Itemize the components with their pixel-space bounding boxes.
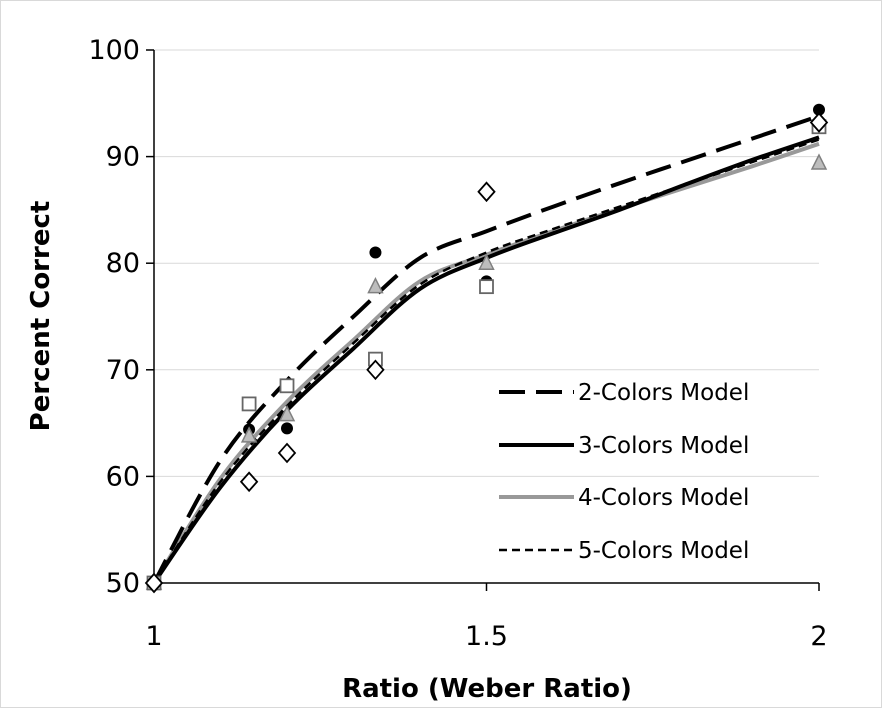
y-tick-label: 90 bbox=[106, 142, 140, 173]
data-point-square-open bbox=[479, 279, 494, 295]
data-point-diamond-open bbox=[366, 359, 385, 381]
data-point-circle-filled bbox=[369, 246, 382, 259]
y-tick-label: 70 bbox=[106, 355, 140, 386]
model-curves bbox=[152, 114, 820, 585]
data-point-circle-filled bbox=[813, 103, 825, 116]
data-point-triangle bbox=[478, 253, 495, 270]
legend: 2-Colors Model 3-Colors Model 4-Colors Mod… bbox=[499, 380, 749, 564]
legend-label-5-colors: 5-Colors Model bbox=[578, 538, 749, 564]
series-line-2-colors bbox=[152, 114, 820, 584]
data-point-diamond-open bbox=[239, 471, 259, 493]
data-point-square-open bbox=[279, 378, 295, 394]
series-line-4-colors bbox=[152, 141, 820, 585]
tick-labels: 50 60 70 80 90 100 1 1.5 2 bbox=[88, 35, 827, 652]
legend-label-4-colors: 4-Colors Model bbox=[578, 485, 749, 511]
data-point-triangle bbox=[367, 276, 384, 294]
data-point-triangle bbox=[240, 426, 258, 443]
y-tick-label: 80 bbox=[106, 248, 140, 279]
legend-label-2-colors: 2-Colors Model bbox=[578, 380, 749, 406]
y-tick-label: 100 bbox=[88, 35, 140, 66]
legend-label-3-colors: 3-Colors Model bbox=[578, 433, 749, 459]
data-point-diamond-open bbox=[144, 572, 164, 594]
x-tick-label: 2 bbox=[810, 621, 827, 652]
x-tick-label: 1 bbox=[145, 621, 162, 652]
data-point-triangle bbox=[278, 404, 296, 422]
data-point-square-open bbox=[241, 396, 257, 412]
data-point-diamond-open bbox=[277, 442, 297, 464]
y-tick-label: 50 bbox=[106, 568, 140, 599]
data-point-circle-filled bbox=[281, 422, 293, 435]
observed-markers bbox=[144, 103, 829, 594]
series-line-5-colors bbox=[152, 138, 820, 584]
data-point-diamond-open bbox=[477, 181, 496, 203]
y-tick-label: 60 bbox=[106, 461, 140, 492]
y-axis-title: Percent Correct bbox=[26, 201, 56, 432]
series-line-3-colors bbox=[152, 135, 820, 585]
axes bbox=[146, 49, 820, 591]
x-tick-label: 1.5 bbox=[465, 621, 508, 652]
data-point-triangle bbox=[810, 153, 828, 170]
data-point-diamond-open bbox=[809, 112, 829, 133]
x-axis-title: Ratio (Weber Ratio) bbox=[342, 674, 632, 704]
